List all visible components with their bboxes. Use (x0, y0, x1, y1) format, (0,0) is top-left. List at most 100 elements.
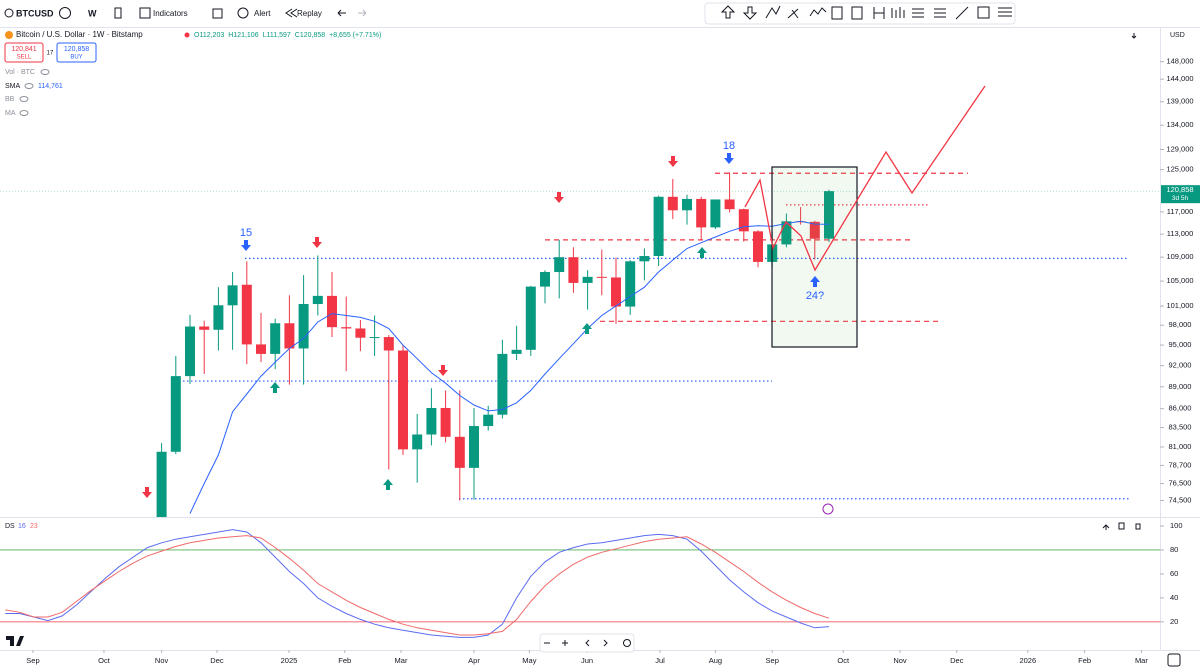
x-tick-label: Nov (155, 656, 169, 665)
symbol[interactable]: BTCUSD (16, 8, 54, 18)
candle-body (653, 196, 664, 257)
compare-button[interactable] (59, 7, 71, 19)
candle-body (170, 376, 181, 452)
pane-controls[interactable] (1102, 522, 1141, 530)
top-toolbar: BTCUSD W Indicators Alert Replay (0, 2, 1200, 28)
redo-button[interactable] (358, 9, 367, 17)
candle-body (440, 407, 451, 437)
y-tick-label: 83,500 (1169, 423, 1192, 432)
y-tick-label: 101,000 (1166, 301, 1193, 310)
signal-arrows (142, 153, 820, 498)
indicators-button[interactable]: Indicators (153, 9, 188, 18)
sell-price[interactable]: 120,841 (11, 46, 36, 53)
x-tick-label: May (522, 656, 536, 665)
reset-button[interactable] (623, 639, 631, 647)
y-tick-label: 74,500 (1169, 495, 1192, 504)
ohlc-value: H121,106 (228, 32, 258, 39)
interval[interactable]: W (88, 8, 97, 18)
replay-button[interactable]: Replay (297, 9, 322, 18)
currency[interactable]: USD (1170, 32, 1185, 39)
candle-body (454, 436, 465, 468)
candle-body (611, 277, 621, 307)
candle-body (469, 426, 479, 468)
zoom-bar (539, 633, 635, 653)
settings-button[interactable] (1167, 653, 1181, 667)
x-tick-label: Sep (766, 656, 779, 665)
zoom-buttons[interactable] (544, 639, 608, 647)
download-icon[interactable] (1131, 33, 1137, 39)
visibility-icons[interactable] (19, 69, 50, 116)
search-icon[interactable] (4, 8, 14, 18)
down-arrow (312, 237, 322, 248)
undo-button[interactable] (337, 9, 346, 17)
legend: Bitcoin / U.S. Dollar · 1W · Bitstamp O1… (4, 30, 1185, 117)
templates-button[interactable] (212, 8, 223, 19)
x-tick-label: Feb (1078, 656, 1091, 665)
x-tick-label: Oct (837, 656, 850, 665)
x-tick-label: Dec (950, 656, 964, 665)
count-label: 18 (723, 140, 735, 152)
candle-body (227, 285, 238, 306)
y-tick-label: 125,000 (1166, 165, 1193, 174)
alert-icon[interactable] (237, 7, 249, 19)
up-arrow (582, 323, 592, 334)
drawing-tools[interactable] (720, 5, 1012, 20)
y-tick-label: 20 (1170, 617, 1178, 626)
tv-logo (6, 636, 24, 646)
y-tick-label: 86,000 (1169, 404, 1192, 413)
up-arrow (270, 382, 280, 393)
x-tick-label: 2026 (1019, 656, 1036, 665)
alert-button[interactable]: Alert (254, 9, 271, 18)
candle-body (809, 221, 820, 239)
candle-body (426, 407, 437, 435)
y-tick-label: 139,000 (1166, 97, 1193, 106)
count-label: 24? (806, 290, 824, 302)
indicators-icon[interactable] (139, 7, 151, 19)
zoom-controls[interactable] (539, 633, 635, 653)
y-tick-label: 80 (1170, 545, 1178, 554)
candle-body (582, 276, 593, 283)
indicator-vol[interactable]: Vol · BTC (5, 69, 35, 76)
y-tick-label: 148,000 (1166, 57, 1193, 66)
indicator-sma[interactable]: SMA (5, 83, 21, 90)
down-arrow (554, 192, 564, 203)
x-tick-label: Apr (468, 656, 480, 665)
y-tick-label: 98,000 (1169, 320, 1192, 329)
candle-body (497, 353, 508, 415)
sell-button[interactable] (4, 42, 44, 63)
y-tick-label: 60 (1170, 569, 1178, 578)
x-tick-label: Mar (1135, 656, 1148, 665)
countdown: 3d 5h (1172, 195, 1189, 202)
bitcoin-icon (5, 31, 13, 39)
sell-label[interactable]: SELL (17, 55, 32, 61)
oscillator-pane (0, 529, 1160, 638)
indicator-ma[interactable]: MA (5, 110, 16, 117)
up-arrow (810, 276, 820, 287)
buy-label[interactable]: BUY (70, 55, 82, 61)
buy-price[interactable]: 120,858 (64, 46, 89, 53)
series-line (5, 529, 830, 638)
event-icon[interactable] (822, 503, 834, 515)
ohlc-value: C120,858 (295, 32, 325, 39)
candle-body (270, 323, 281, 354)
candle-body (298, 304, 309, 349)
x-tick-label: Dec (210, 656, 224, 665)
chart-type-button[interactable] (114, 7, 122, 19)
last-price-tag (1161, 185, 1200, 204)
price-pane (0, 172, 1160, 517)
candle-body (213, 305, 224, 330)
candle-body (312, 295, 323, 305)
sma-value: 114,761 (38, 83, 63, 90)
y-tick-label: 113,000 (1167, 229, 1194, 238)
replay-icon[interactable] (285, 8, 298, 18)
ohlc-value: +8,655 (+7.71%) (329, 32, 381, 39)
y-tick-label: 105,000 (1166, 276, 1193, 285)
candle-body (639, 256, 650, 262)
y-tick-label: 78,700 (1169, 460, 1192, 469)
y-tick-label: 89,000 (1169, 382, 1192, 391)
buy-button[interactable] (56, 42, 97, 63)
indicator-bb[interactable]: BB (5, 96, 15, 103)
candle-body (256, 344, 266, 354)
candle-body (525, 286, 536, 350)
